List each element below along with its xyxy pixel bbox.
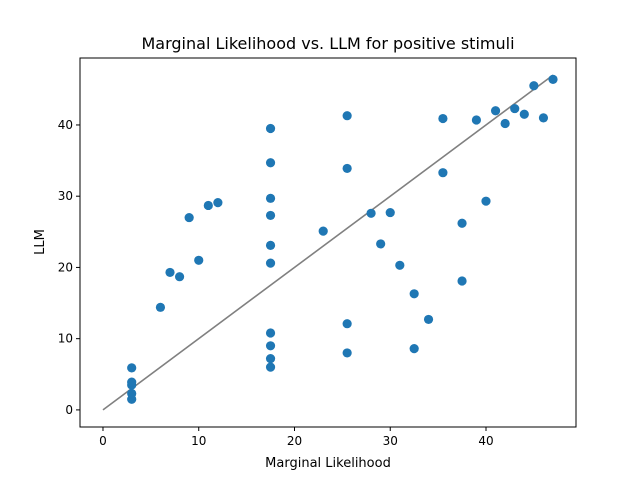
data-point [376, 239, 386, 249]
y-tick-label: 10 [58, 332, 73, 346]
data-point [265, 158, 276, 168]
y-axis-label: LLM [33, 229, 48, 255]
data-point [395, 260, 405, 270]
y-tick-label: 20 [58, 260, 73, 274]
data-point [127, 388, 137, 399]
data-point [423, 314, 434, 325]
data-point [438, 113, 448, 124]
data-point [457, 218, 467, 228]
data-point [265, 341, 276, 351]
x-tick-label: 40 [478, 434, 493, 448]
data-point [481, 196, 491, 206]
data-point [184, 212, 194, 223]
data-point [265, 210, 276, 221]
data-point [318, 226, 328, 236]
x-tick-label: 30 [383, 434, 398, 448]
data-point [366, 208, 376, 218]
data-point [548, 74, 558, 84]
data-point [265, 328, 276, 338]
data-point [265, 123, 276, 134]
data-point [265, 193, 276, 203]
x-axis-ticks: 0 10 20 30 40 [99, 427, 494, 448]
reference-line [102, 74, 554, 411]
data-point [127, 363, 137, 373]
data-point [538, 113, 549, 123]
y-tick-label: 30 [58, 189, 73, 203]
data-point [342, 348, 352, 358]
data-point [127, 377, 137, 387]
data-point [265, 354, 276, 364]
x-tick-label: 20 [287, 434, 302, 448]
data-point [510, 103, 520, 114]
data-point [471, 115, 482, 125]
data-point [342, 163, 352, 174]
x-tick-label: 0 [99, 434, 107, 448]
y-tick-label: 0 [65, 403, 73, 417]
data-point [529, 81, 539, 91]
data-point [438, 168, 448, 178]
points-layer [127, 74, 558, 404]
data-point [265, 362, 276, 372]
data-point [342, 319, 352, 329]
data-point [165, 267, 175, 278]
data-point [500, 118, 510, 129]
data-point [174, 272, 185, 282]
y-tick-label: 40 [58, 118, 73, 132]
data-point [342, 111, 352, 121]
data-point [155, 302, 166, 312]
data-point [409, 289, 419, 299]
data-point [385, 207, 395, 218]
plot-frame [79, 57, 577, 428]
data-point [409, 344, 419, 354]
y-axis-ticks: 0 10 20 30 40 [58, 118, 80, 417]
data-point [457, 276, 467, 286]
data-point [265, 240, 276, 250]
data-point [490, 106, 501, 116]
chart-title: Marginal Likelihood vs. LLM for positive… [141, 34, 514, 53]
x-tick-label: 10 [191, 434, 206, 448]
data-point [265, 258, 276, 268]
reference-line-layer [102, 74, 554, 411]
x-axis-label: Marginal Likelihood [265, 456, 391, 471]
data-point [519, 109, 529, 119]
data-point [194, 255, 204, 265]
data-point [203, 200, 213, 211]
data-point [213, 198, 223, 208]
